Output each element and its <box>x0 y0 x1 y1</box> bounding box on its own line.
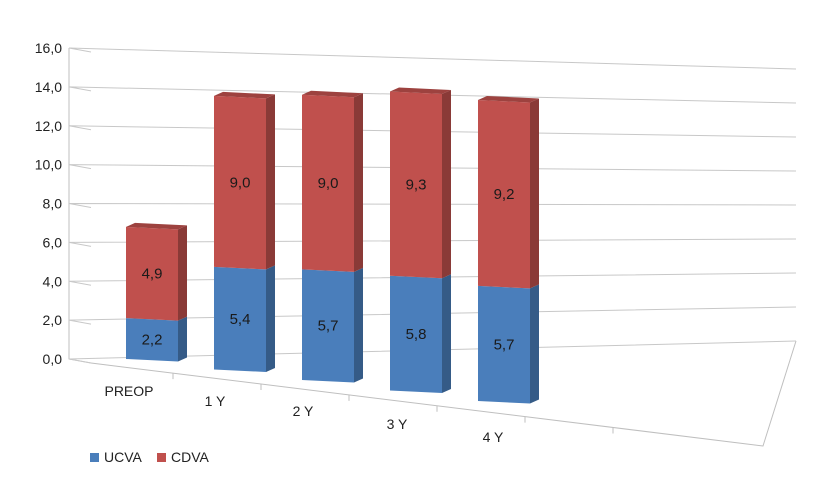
bar-cdva-front <box>214 95 266 270</box>
bar-ucva-side <box>266 265 275 372</box>
gridline <box>68 238 797 247</box>
gridline <box>68 272 797 286</box>
data-label-ucva: 2,2 <box>142 332 163 349</box>
x-category-label: 2 Y <box>293 403 314 419</box>
data-label-ucva: 5,7 <box>494 336 515 353</box>
bar-cdva-side <box>442 90 451 279</box>
bar-cdva-top <box>478 96 539 103</box>
bars: 2,2 4,9 5,4 9,0 5,7 9,0 5,8 9,3 5,7 9,2 <box>126 87 539 404</box>
legend-label-ucva: UCVA <box>104 449 143 465</box>
data-label-cdva: 4,9 <box>142 266 163 283</box>
bar-cdva-side <box>354 93 363 272</box>
gridlines <box>68 47 797 364</box>
gridline <box>68 306 797 325</box>
legend: UCVA CDVA <box>90 449 210 465</box>
bar-ucva-front <box>390 275 442 393</box>
x-category-label: 3 Y <box>387 416 408 432</box>
bar-ucva-front <box>214 266 266 372</box>
x-category-label: 1 Y <box>205 393 226 409</box>
bar-ucva-front <box>302 269 354 383</box>
bar-cdva-front <box>302 94 354 272</box>
bar-cdva-side <box>178 225 187 321</box>
y-tick-label: 14,0 <box>35 79 62 95</box>
y-tick-label: 0,0 <box>43 351 63 367</box>
gridline <box>68 164 797 172</box>
bar-ucva-front <box>126 318 178 362</box>
y-tick-label: 16,0 <box>35 40 62 56</box>
data-label-cdva: 9,2 <box>494 186 515 203</box>
y-tick-label: 4,0 <box>43 273 63 289</box>
data-label-ucva: 5,8 <box>406 326 427 343</box>
bar-cdva-top <box>126 222 187 230</box>
y-tick-label: 10,0 <box>35 157 62 173</box>
x-axis-category-labels: PREOP 1 Y 2 Y 3 Y 4 Y <box>104 383 504 445</box>
bar-cdva-top <box>390 87 451 94</box>
data-label-ucva: 5,4 <box>230 311 251 328</box>
data-label-cdva: 9,0 <box>230 174 251 191</box>
floor-edge <box>90 340 797 447</box>
legend-label-cdva: CDVA <box>171 449 210 465</box>
y-axis-tick-labels: 0,0 2,0 4,0 6,0 8,0 10,0 12,0 14,0 16,0 <box>35 40 62 367</box>
data-label-cdva: 9,0 <box>318 175 339 192</box>
x-category-label: 4 Y <box>483 429 504 445</box>
gridline <box>68 86 797 104</box>
legend-swatch-cdva <box>157 453 166 462</box>
x-category-label: PREOP <box>104 383 153 399</box>
bar-ucva-side <box>354 267 363 383</box>
y-tick-label: 2,0 <box>43 312 63 328</box>
gridline <box>68 340 797 364</box>
bar-ucva-side <box>530 284 539 404</box>
bar-cdva-side <box>530 98 539 289</box>
bar-ucva-side <box>442 274 451 393</box>
legend-swatch-ucva <box>90 453 99 462</box>
data-label-cdva: 9,3 <box>406 177 427 194</box>
bar-cdva-front <box>390 91 442 279</box>
bar-cdva-top <box>214 91 275 99</box>
data-label-ucva: 5,7 <box>318 318 339 335</box>
bar-ucva-front <box>478 285 530 404</box>
gridline <box>68 125 797 138</box>
y-tick-label: 6,0 <box>43 234 63 250</box>
gridline <box>68 203 797 208</box>
bar-cdva-front <box>126 226 178 321</box>
bar-cdva-front <box>478 100 530 289</box>
bar-cdva-side <box>266 94 275 270</box>
y-tick-label: 8,0 <box>43 196 63 212</box>
y-tick-label: 12,0 <box>35 118 62 134</box>
gridline <box>68 47 797 70</box>
bar-cdva-top <box>302 90 363 98</box>
bar-ucva-side <box>178 316 187 362</box>
